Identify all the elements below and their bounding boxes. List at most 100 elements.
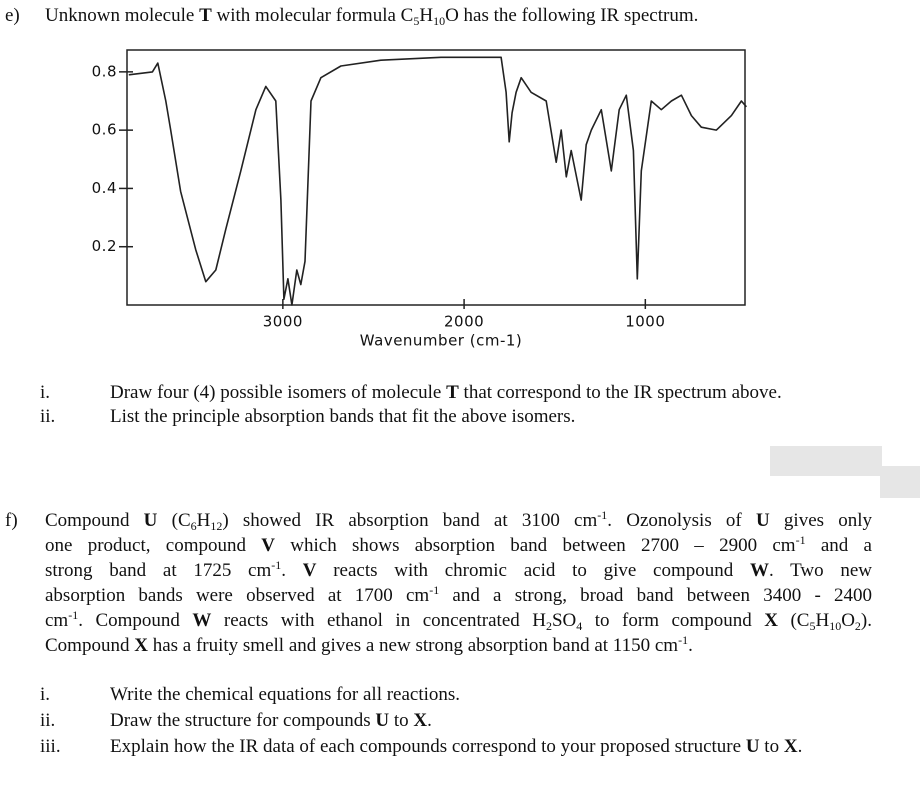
y-tick-label: 0.8 (92, 62, 117, 80)
text-run: -1 (271, 558, 282, 572)
text-run: T (446, 382, 459, 403)
text-run: gives only (769, 510, 873, 531)
text-run: -1 (429, 583, 440, 597)
text-run: (C (157, 510, 191, 531)
text-run: to (389, 710, 414, 731)
paragraph-line: Compound U (C6H12) showed IR absorption … (45, 508, 872, 533)
text-run: which shows absorption band between 2700… (275, 535, 796, 556)
redaction-box (880, 466, 920, 498)
text-run: and a (805, 535, 872, 556)
text-run: H (815, 610, 830, 631)
text-run: 4 (576, 619, 583, 633)
item-label: i. (40, 382, 51, 403)
item-text: Draw the structure for compounds U to X. (110, 708, 875, 733)
text-run: 10 (829, 619, 842, 633)
x-tick-label: 3000 (263, 313, 303, 331)
item-text: Draw four (4) possible isomers of molecu… (110, 380, 782, 405)
item-label: ii. (40, 406, 56, 427)
y-tick-label: 0.2 (92, 237, 117, 255)
text-run: . (688, 635, 693, 656)
text-run: 6 (190, 519, 197, 533)
text-run: strong band at 1725 cm (45, 560, 272, 581)
text-run: ). (860, 610, 872, 631)
redaction-box (770, 446, 882, 476)
text-run: O has the following IR spectrum. (445, 5, 699, 26)
spectrum-line (128, 56, 748, 306)
text-run: H (419, 5, 434, 26)
text-run: Explain how the IR data of each compound… (110, 736, 746, 757)
text-run: 12 (210, 519, 223, 533)
text-run: H (196, 510, 211, 531)
text-run: cm (45, 610, 69, 631)
text-run: 2 (545, 619, 552, 633)
item-text: List the principle absorption bands that… (110, 404, 575, 429)
text-run: 2 (854, 619, 861, 633)
paragraph-line: Compound X has a fruity smell and gives … (45, 633, 872, 658)
item-label: e) (5, 5, 20, 26)
text-run: reacts with chromic acid to give compoun… (316, 560, 750, 581)
plot-frame (126, 49, 746, 306)
text-run: . Ozonolysis of (607, 510, 756, 531)
text-run: has a fruity smell and gives a new stron… (147, 635, 679, 656)
text-run: -1 (678, 633, 689, 647)
text-run: 5 (809, 619, 816, 633)
item-text: Explain how the IR data of each compound… (110, 734, 875, 759)
text-run: reacts with ethanol in concentrated H (211, 610, 546, 631)
text-run: (C (777, 610, 810, 631)
y-tick-label: 0.6 (92, 121, 117, 139)
text-run: . (427, 710, 432, 731)
text-run: X (783, 736, 798, 757)
text-run: . Two new (768, 560, 873, 581)
paragraph-line: absorption bands were observed at 1700 c… (45, 583, 872, 608)
text-run: V (261, 535, 275, 556)
text-run: SO (551, 610, 577, 631)
text-run: . (797, 736, 803, 757)
x-axis-label: Wavenumber (cm-1) (360, 332, 523, 350)
text-run: W (749, 560, 769, 581)
text-run: one product, compound (45, 535, 262, 556)
y-tick-label: 0.4 (92, 179, 117, 197)
text-run: V (302, 560, 317, 581)
text-run: 5 (413, 14, 420, 28)
text-run: absorption bands were observed at 1700 c… (45, 585, 430, 606)
item-label: i. (40, 684, 51, 705)
item-label: f) (5, 510, 18, 531)
text-run: U (745, 736, 760, 757)
text-run: 10 (433, 14, 446, 28)
x-tick-label: 2000 (444, 313, 484, 331)
text-run: W (192, 610, 212, 631)
item-text: Write the chemical equations for all rea… (110, 682, 875, 707)
text-run: . Compound (78, 610, 193, 631)
text-run: List the principle absorption bands that… (110, 406, 576, 427)
text-run: with molecular formula C (211, 5, 414, 26)
ir-spectrum-chart: 0.2 0.4 0.6 0.8 3000 2000 1000 Wavenumber (cm-1… (92, 49, 748, 350)
item-label: iii. (40, 736, 61, 757)
text-run: O (841, 610, 855, 631)
text-run: T (199, 5, 212, 26)
text-run: U (375, 710, 390, 731)
text-run: Write the chemical equations for all rea… (110, 684, 461, 705)
text-run: Draw the structure for compounds (110, 710, 376, 731)
question-text: Unknown molecule T with molecular formul… (45, 3, 698, 28)
text-run: -1 (68, 608, 79, 622)
item-label: ii. (40, 710, 56, 731)
text-run: Unknown molecule (45, 5, 200, 26)
text-run: X (134, 635, 148, 656)
text-run: -1 (795, 533, 806, 547)
text-run: Compound (45, 510, 144, 531)
text-run: ) showed IR absorption band at 3100 cm (222, 510, 598, 531)
text-run: X (413, 710, 428, 731)
text-run: to form compound (582, 610, 765, 631)
text-run: X (764, 610, 778, 631)
text-run: to (759, 736, 784, 757)
text-run: -1 (597, 508, 608, 522)
text-run: Draw four (4) possible isomers of molecu… (110, 382, 447, 403)
text-run: that correspond to the IR spectrum above… (458, 382, 782, 403)
text-run: U (143, 510, 158, 531)
text-run: . (281, 560, 303, 581)
paragraph-line: strong band at 1725 cm-1. V reacts with … (45, 558, 872, 583)
text-run: U (755, 510, 770, 531)
x-tick-label: 1000 (625, 313, 665, 331)
text-run: Compound (45, 635, 135, 656)
